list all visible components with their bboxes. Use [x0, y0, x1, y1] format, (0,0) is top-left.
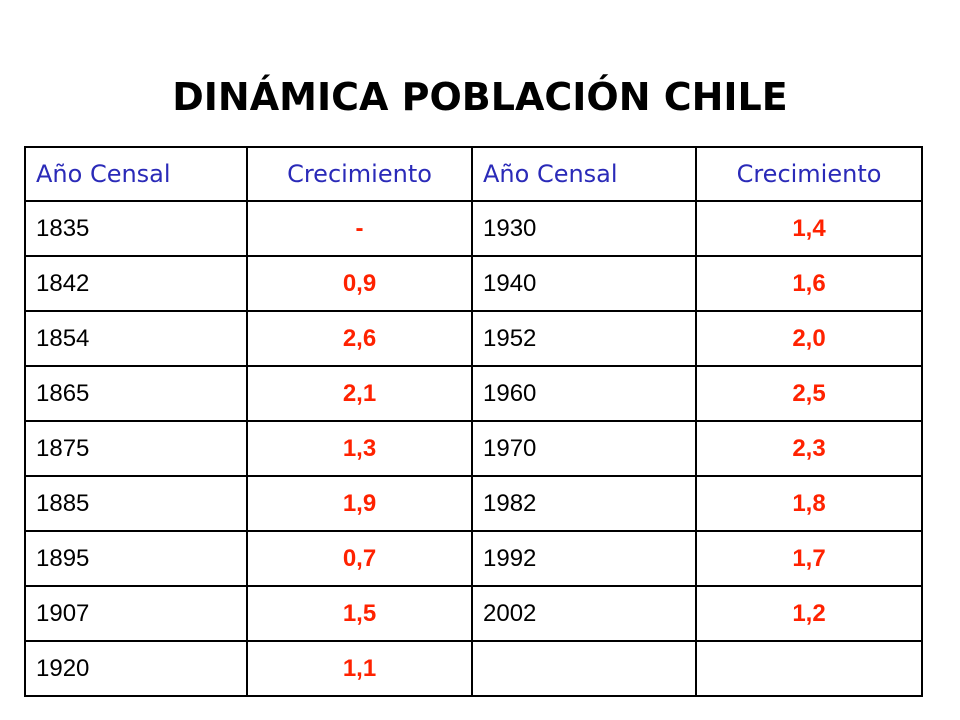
census-growth-table: Año Censal Crecimiento Año Censal Crecim…: [24, 146, 923, 697]
growth-cell: 1,5: [246, 585, 473, 642]
year-cell: 1920: [24, 640, 248, 697]
year-cell: 1982: [471, 475, 697, 532]
year-cell: 1895: [24, 530, 248, 587]
growth-cell: 1,4: [695, 200, 923, 257]
year-cell: 1854: [24, 310, 248, 367]
growth-cell: 1,8: [695, 475, 923, 532]
year-cell: 2002: [471, 585, 697, 642]
header-year-left: Año Censal: [24, 146, 248, 202]
table-row: 1907 1,5 2002 1,2: [24, 585, 923, 642]
table-row: 1865 2,1 1960 2,5: [24, 365, 923, 422]
growth-cell: 1,9: [246, 475, 473, 532]
year-cell: 1875: [24, 420, 248, 477]
header-year-right: Año Censal: [471, 146, 697, 202]
growth-cell: 2,5: [695, 365, 923, 422]
year-cell: 1842: [24, 255, 248, 312]
table-row: 1842 0,9 1940 1,6: [24, 255, 923, 312]
year-cell: 1970: [471, 420, 697, 477]
header-growth-left: Crecimiento: [246, 146, 473, 202]
growth-cell: 2,6: [246, 310, 473, 367]
table-row: 1920 1,1: [24, 640, 923, 697]
growth-cell: 1,1: [246, 640, 473, 697]
page-title: DINÁMICA POBLACIÓN CHILE: [172, 75, 788, 119]
year-cell: 1952: [471, 310, 697, 367]
table-row: 1885 1,9 1982 1,8: [24, 475, 923, 532]
table-row: 1835 - 1930 1,4: [24, 200, 923, 257]
growth-cell: 0,7: [246, 530, 473, 587]
year-cell: 1940: [471, 255, 697, 312]
growth-cell: 1,3: [246, 420, 473, 477]
header-growth-right: Crecimiento: [695, 146, 923, 202]
table-row: 1854 2,6 1952 2,0: [24, 310, 923, 367]
year-cell: 1835: [24, 200, 248, 257]
table-row: 1895 0,7 1992 1,7: [24, 530, 923, 587]
year-cell-empty: [471, 640, 697, 697]
growth-cell: 1,7: [695, 530, 923, 587]
table-header-row: Año Censal Crecimiento Año Censal Crecim…: [24, 146, 923, 202]
table-row: 1875 1,3 1970 2,3: [24, 420, 923, 477]
year-cell: 1930: [471, 200, 697, 257]
year-cell: 1960: [471, 365, 697, 422]
year-cell: 1865: [24, 365, 248, 422]
year-cell: 1885: [24, 475, 248, 532]
growth-cell: 1,6: [695, 255, 923, 312]
growth-cell: 1,2: [695, 585, 923, 642]
growth-cell: -: [246, 200, 473, 257]
growth-cell-empty: [695, 640, 923, 697]
growth-cell: 2,3: [695, 420, 923, 477]
growth-cell: 2,0: [695, 310, 923, 367]
growth-cell: 2,1: [246, 365, 473, 422]
year-cell: 1992: [471, 530, 697, 587]
growth-cell: 0,9: [246, 255, 473, 312]
year-cell: 1907: [24, 585, 248, 642]
